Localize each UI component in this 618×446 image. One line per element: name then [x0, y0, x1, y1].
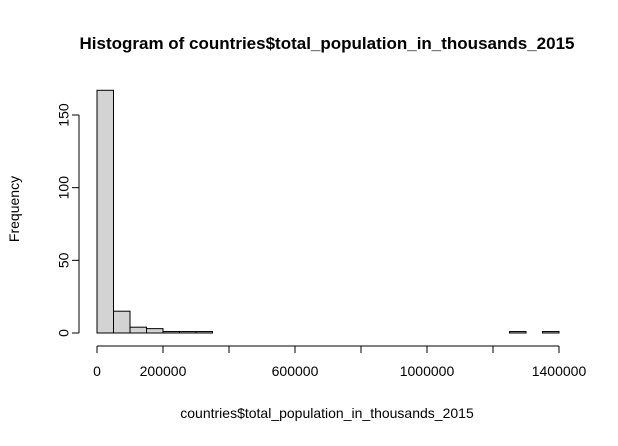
- x-axis-label: countries$total_population_in_thousands_…: [180, 405, 474, 421]
- x-tick-label: 600000: [272, 363, 319, 379]
- histogram-bar: [162, 331, 180, 334]
- y-axis-label: Frequency: [6, 176, 22, 242]
- histogram-bar: [179, 331, 197, 334]
- histogram-bar: [113, 310, 131, 334]
- histogram-bar: [129, 326, 147, 334]
- histogram-bar: [195, 331, 213, 334]
- x-tick-label: 0: [93, 363, 101, 379]
- histogram-bar: [96, 89, 114, 334]
- x-tick-label: 200000: [140, 363, 187, 379]
- x-tick-label: 1400000: [532, 363, 587, 379]
- histogram-bar: [509, 331, 527, 334]
- histogram-bar: [542, 331, 560, 334]
- y-axis: 0 50 100 150: [56, 103, 80, 337]
- y-tick-label: 0: [56, 329, 72, 337]
- bars-layer: [96, 89, 560, 334]
- y-tick-label: 100: [56, 176, 72, 200]
- histogram-bar: [146, 328, 164, 334]
- y-tick-label: 150: [56, 103, 72, 127]
- y-tick-label: 50: [56, 252, 72, 268]
- chart-title: Histogram of countries$total_population_…: [80, 34, 575, 53]
- x-axis: 0 200000 600000 1000000 1400000: [93, 345, 587, 379]
- x-tick-label: 1000000: [400, 363, 455, 379]
